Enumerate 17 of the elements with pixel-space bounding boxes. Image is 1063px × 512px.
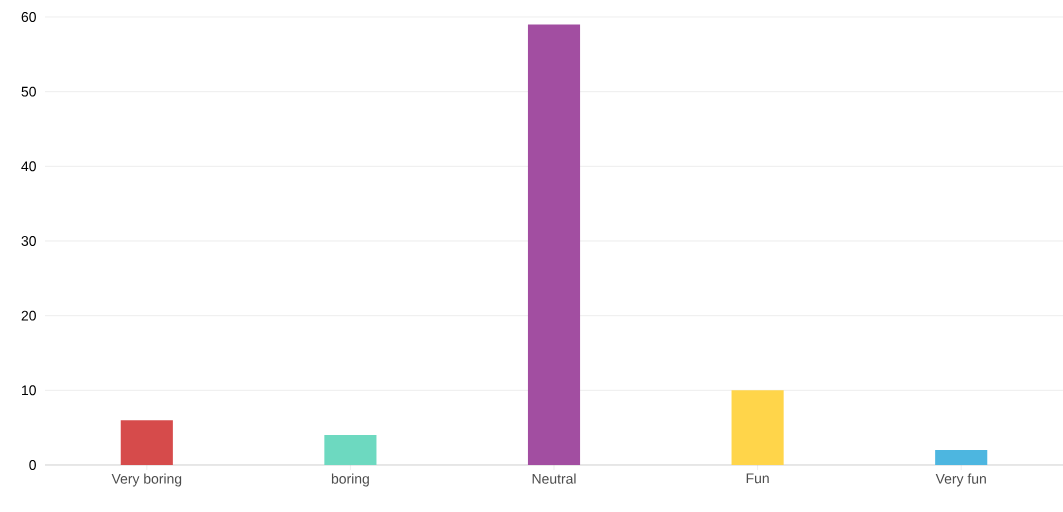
- y-tick-label: 20: [21, 310, 36, 321]
- y-tick-label: 50: [21, 86, 36, 97]
- y-tick-label: 60: [21, 12, 36, 22]
- bar: [120, 420, 173, 465]
- x-tick-label: Fun: [746, 473, 769, 484]
- x-tick-label: Very boring: [111, 473, 182, 487]
- bar: [527, 24, 581, 465]
- bar: [324, 435, 377, 465]
- bar: [935, 450, 988, 465]
- x-tick-label: Neutral: [532, 473, 576, 484]
- y-tick-label: 10: [22, 385, 36, 396]
- y-tick-label: 30: [21, 236, 36, 246]
- y-tick-label: 0: [29, 460, 36, 470]
- x-tick-label: boring: [331, 473, 369, 487]
- x-tick-label: Very fun: [935, 473, 986, 487]
- bar: [731, 390, 784, 465]
- y-tick-label: 40: [21, 161, 36, 172]
